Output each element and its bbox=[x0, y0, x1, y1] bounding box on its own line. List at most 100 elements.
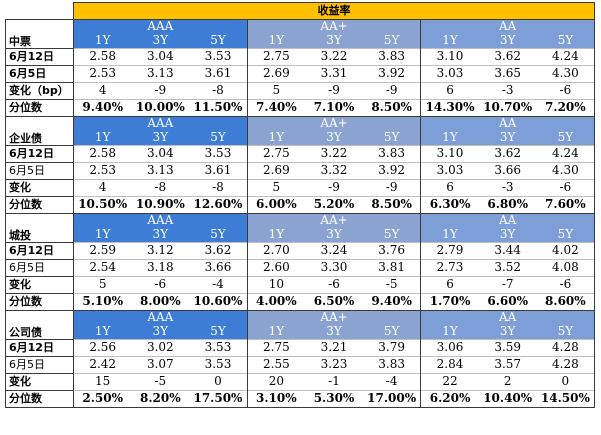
table-row: 分位数 2.50% 8.20% 17.50% 3.10% 5.30% 17.00% 6.20%… bbox=[5, 389, 596, 408]
grade-header-cell bbox=[362, 18, 421, 34]
table-row: 6月12日 2.58 3.04 3.53 2.75 3.22 3.83 3.10 3.62 4.2… bbox=[5, 47, 596, 66]
section-label: 城投 bbox=[5, 212, 74, 242]
grade-label: AA bbox=[478, 115, 537, 131]
table-cell: 3.04 bbox=[131, 144, 190, 162]
grade-header-cell bbox=[246, 309, 306, 325]
grade-header-cell bbox=[246, 212, 306, 228]
table-cell: 3.24 bbox=[305, 241, 363, 259]
grade-header-cell bbox=[189, 18, 248, 34]
table-cell: 2.69 bbox=[246, 64, 306, 82]
table-cell: 4.00% bbox=[246, 292, 306, 311]
title-row: 收益率 bbox=[6, 2, 596, 20]
tenor-label: 5Y bbox=[189, 324, 248, 339]
table-cell: 3.22 bbox=[305, 47, 363, 65]
table-cell: 3.79 bbox=[362, 338, 421, 356]
table-cell: 3.62 bbox=[478, 47, 537, 65]
table-cell: 10.70% bbox=[478, 98, 537, 117]
table-cell: 3.65 bbox=[478, 64, 537, 82]
grade-header-cell bbox=[362, 212, 421, 228]
table-cell: 3.53 bbox=[189, 47, 248, 65]
table-cell: 9.40% bbox=[73, 98, 132, 117]
table-cell: 6 bbox=[420, 81, 479, 99]
tenor-label: 1Y bbox=[246, 227, 306, 242]
table-cell: 10.90% bbox=[131, 195, 190, 214]
table-cell: 3.52 bbox=[478, 258, 537, 276]
table-cell: 6 bbox=[420, 275, 479, 293]
tenor-label: 5Y bbox=[189, 130, 248, 145]
grade-header-cell bbox=[420, 309, 479, 325]
table-row: 分位数 10.50% 10.90% 12.60% 6.00% 5.20% 8.50% 6.30… bbox=[5, 195, 596, 214]
tenor-label: 1Y bbox=[246, 33, 306, 48]
table-cell: 10.60% bbox=[189, 292, 248, 311]
table-cell: 3.83 bbox=[362, 47, 421, 65]
table-cell: 2.56 bbox=[73, 338, 132, 356]
row-label: 分位数 bbox=[5, 98, 74, 117]
row-label: 6月5日 bbox=[5, 161, 74, 180]
table-cell: 2.50% bbox=[73, 389, 132, 408]
tenor-label: 3Y bbox=[478, 324, 537, 339]
table-cell: 2.53 bbox=[73, 161, 132, 179]
table-cell: 5 bbox=[73, 275, 132, 293]
tenor-label: 1Y bbox=[420, 324, 479, 339]
grade-label: AAA bbox=[131, 309, 190, 325]
table-cell: 15 bbox=[73, 372, 132, 390]
grade-header-row: 中票 AAA AA+ AA bbox=[5, 18, 596, 48]
table-cell: 8.20% bbox=[131, 389, 190, 408]
table-cell: -6 bbox=[536, 178, 596, 196]
table-cell: 3.21 bbox=[305, 338, 363, 356]
table-cell: 3.23 bbox=[305, 355, 363, 373]
table-row: 变化 15 -5 0 20 -1 -4 22 2 0 bbox=[5, 372, 596, 391]
table-cell: 6.30% bbox=[420, 195, 479, 214]
table-cell: 8.60% bbox=[536, 292, 596, 311]
tenor-label: 5Y bbox=[362, 227, 421, 242]
grade-header-cell bbox=[536, 212, 596, 228]
table-cell: 3.66 bbox=[189, 258, 248, 276]
table-cell: 17.50% bbox=[189, 389, 248, 408]
table-cell: 2.53 bbox=[73, 64, 132, 82]
row-label: 分位数 bbox=[5, 389, 74, 408]
grade-label: AA+ bbox=[305, 115, 363, 131]
tenor-label: 5Y bbox=[362, 324, 421, 339]
table-cell: 22 bbox=[420, 372, 479, 390]
grade-header-cell bbox=[73, 115, 132, 131]
table-cell: 6 bbox=[420, 178, 479, 196]
tenor-label: 5Y bbox=[536, 33, 596, 48]
tenor-header-row: 1Y 3Y 5Y 1Y 3Y 5Y 1Y 3Y 5Y bbox=[6, 33, 596, 48]
table-cell: 7.60% bbox=[536, 195, 596, 214]
table-cell: -8 bbox=[189, 81, 248, 99]
table-cell: 3.57 bbox=[478, 355, 537, 373]
table-cell: -4 bbox=[189, 275, 248, 293]
table-row: 6月5日 2.53 3.13 3.61 2.69 3.32 3.92 3.03 3.66 4.30 bbox=[5, 161, 596, 180]
table-cell: 3.10% bbox=[246, 389, 306, 408]
grade-label: AAA bbox=[131, 212, 190, 228]
table-cell: 3.92 bbox=[362, 64, 421, 82]
yield-table-container: 收益率 中票 AAA AA+ AA 1Y 3Y 5Y 1Y 3Y 5Y 1Y 3Y 5Y 6月12日 2.5… bbox=[5, 2, 596, 408]
table-cell: 6.00% bbox=[246, 195, 306, 214]
tenor-label: 5Y bbox=[189, 227, 248, 242]
table-cell: -9 bbox=[131, 81, 190, 99]
grade-header-row: 企业债 AAA AA+ AA bbox=[5, 115, 596, 145]
tenor-label: 1Y bbox=[420, 33, 479, 48]
tenor-label: 3Y bbox=[478, 130, 537, 145]
grade-header-cell bbox=[536, 309, 596, 325]
section-label: 公司债 bbox=[5, 309, 74, 339]
table-cell: 4 bbox=[73, 81, 132, 99]
tenor-label: 5Y bbox=[362, 33, 421, 48]
tenor-label: 1Y bbox=[420, 130, 479, 145]
grade-header-cell bbox=[246, 115, 306, 131]
table-cell: 3.83 bbox=[362, 355, 421, 373]
row-label: 分位数 bbox=[5, 195, 74, 214]
table-cell: 3.59 bbox=[478, 338, 537, 356]
tenor-label: 5Y bbox=[362, 130, 421, 145]
table-cell: -3 bbox=[478, 178, 537, 196]
table-cell: 9.40% bbox=[362, 292, 421, 311]
table-cell: 3.13 bbox=[131, 64, 190, 82]
table-cell: 2.69 bbox=[246, 161, 306, 179]
table-cell: 3.53 bbox=[189, 144, 248, 162]
table-row: 6月12日 2.59 3.12 3.62 2.70 3.24 3.76 2.79 3.44 4.0… bbox=[5, 241, 596, 260]
table-cell: 3.10 bbox=[420, 144, 479, 162]
table-cell: 2.75 bbox=[246, 144, 306, 162]
table-cell: 7.40% bbox=[246, 98, 306, 117]
table-cell: 2.58 bbox=[73, 144, 132, 162]
table-cell: 6.20% bbox=[420, 389, 479, 408]
